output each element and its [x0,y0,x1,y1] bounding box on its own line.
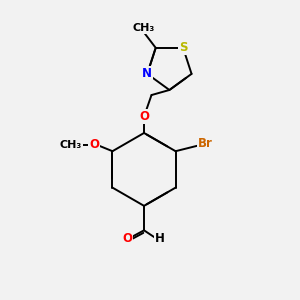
Text: O: O [139,110,149,123]
Text: N: N [142,68,152,80]
Text: S: S [179,41,188,54]
Text: CH₃: CH₃ [132,23,154,33]
Text: Br: Br [198,137,213,150]
Text: H: H [154,232,164,245]
Text: CH₃: CH₃ [59,140,82,150]
Text: O: O [89,138,99,151]
Text: O: O [122,232,132,245]
